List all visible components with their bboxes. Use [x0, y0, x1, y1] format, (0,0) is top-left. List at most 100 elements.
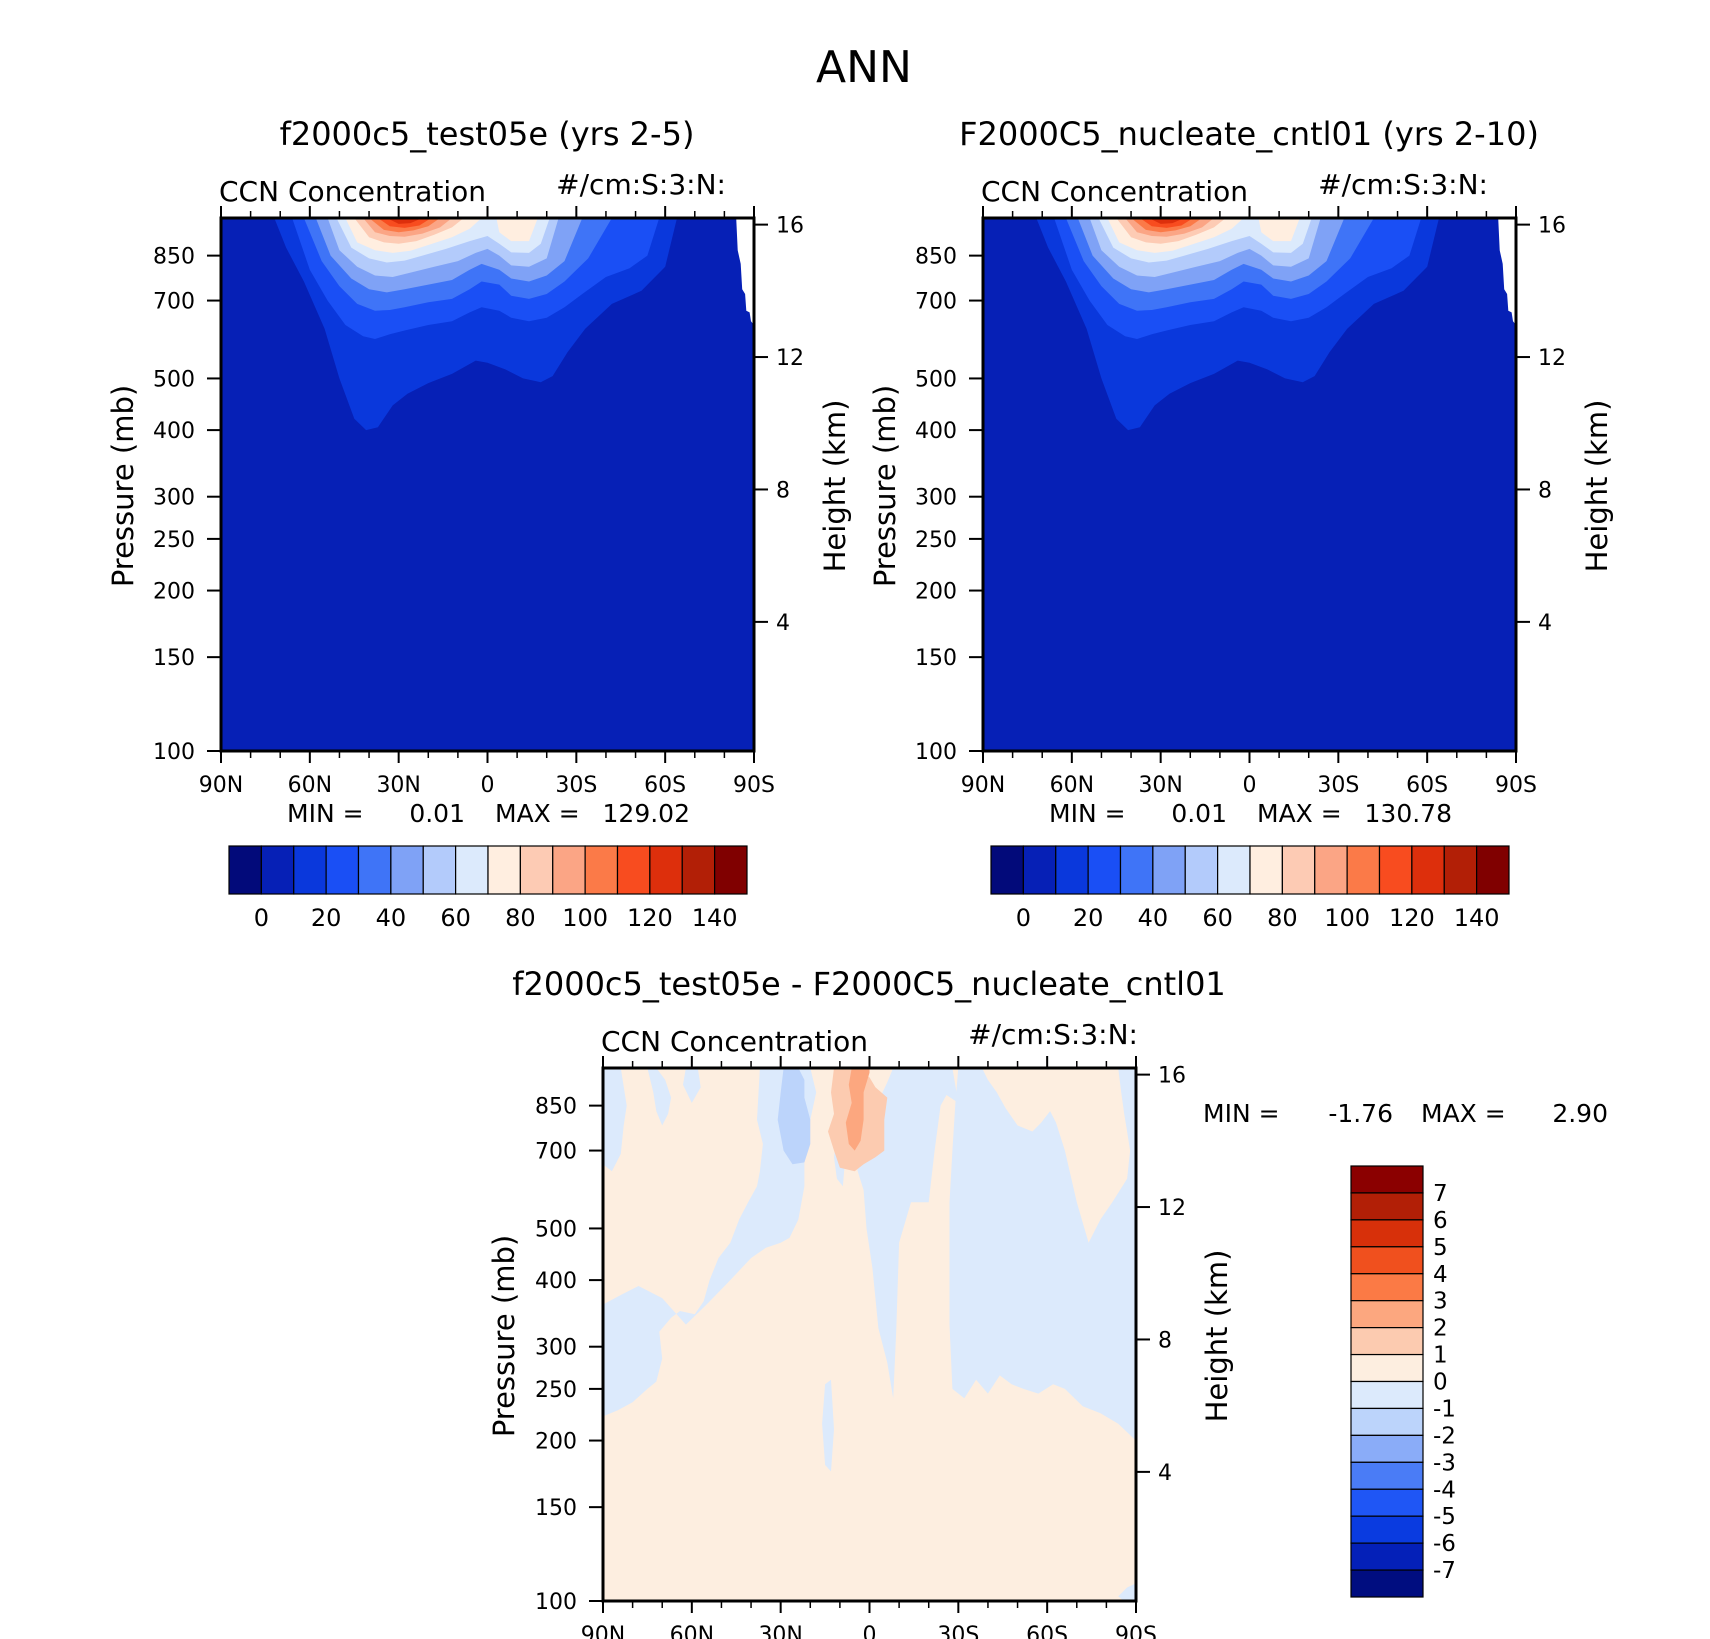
min-value: 0.01	[409, 799, 465, 828]
y-axis-label: Pressure (mb)	[868, 385, 902, 587]
x-tick-label: 30S	[937, 1623, 979, 1639]
colorbar-label: 20	[311, 904, 342, 932]
y-tick-label: 150	[915, 646, 957, 671]
contour-band	[845, 1068, 870, 1151]
contour-band	[949, 1068, 1136, 1441]
x-tick-label: 60S	[1406, 773, 1448, 798]
contour-band	[777, 1068, 811, 1165]
min-label: MIN =	[287, 799, 364, 828]
panel-control-case: F2000C5_nucleate_cntl01 (yrs 2-10) CCN C…	[868, 115, 1614, 932]
colorbar-label: 4	[1433, 1262, 1448, 1288]
colorbar-box	[390, 845, 424, 895]
colorbar-label: 120	[627, 904, 673, 932]
colorbar-label: 0	[1016, 904, 1031, 932]
colorbar-box	[1350, 1300, 1424, 1329]
missing-data	[1498, 218, 1516, 325]
y-tick-label: 200	[153, 580, 195, 605]
panel-title: F2000C5_nucleate_cntl01 (yrs 2-10)	[959, 115, 1539, 153]
max-value: 129.02	[603, 799, 690, 828]
contour-band	[603, 1068, 817, 1417]
y-right-tick-label: 16	[776, 214, 804, 239]
y-right-tick-label: 8	[776, 478, 790, 503]
colorbar-label: 80	[505, 904, 536, 932]
x-tick-label: 60N	[288, 773, 332, 798]
y-axis-right-label: Height (km)	[818, 400, 852, 573]
axes: 100 150 200 250 300 400 500 700 850 16 12 8 4 90N 60N 3…	[535, 1056, 1186, 1639]
contour-band	[603, 1068, 627, 1172]
x-tick-label: 90S	[733, 773, 775, 798]
colorbar-box	[487, 845, 521, 895]
x-tick-label: 0	[1243, 773, 1257, 798]
colorbar-box	[1249, 845, 1283, 895]
plot-area	[221, 218, 754, 751]
y-right-tick-label: 4	[1538, 611, 1552, 636]
x-tick-label: 90N	[961, 773, 1005, 798]
y-tick-label: 300	[915, 486, 957, 511]
colorbar-box	[1411, 845, 1445, 895]
colorbar-label: 1	[1433, 1343, 1448, 1369]
axes: 100 150 200 250 300 400 500 700 850 16 12 8 4 90N 60N 3…	[915, 206, 1566, 798]
x-tick-label: 60N	[1050, 773, 1094, 798]
colorbar-box	[1217, 845, 1251, 895]
x-tick-label: 30S	[555, 773, 597, 798]
colorbar-label: 40	[1138, 904, 1169, 932]
y-tick-label: 150	[153, 646, 195, 671]
y-tick-label: 100	[535, 1590, 577, 1615]
y-tick-label: 250	[915, 528, 957, 553]
y-right-tick-label: 8	[1538, 478, 1552, 503]
colorbar-box	[1350, 1353, 1424, 1383]
colorbar-box	[1022, 845, 1057, 895]
y-right-tick-label: 16	[1538, 214, 1566, 239]
y-tick-label: 500	[535, 1217, 577, 1242]
colorbar-box	[1350, 1219, 1424, 1248]
y-tick-label: 400	[915, 419, 957, 444]
contour-band	[683, 1068, 701, 1103]
colorbar-box	[1476, 845, 1510, 895]
colorbar-label: 140	[692, 904, 738, 932]
x-tick-label: 30N	[1138, 773, 1182, 798]
colorbar-box	[228, 845, 262, 895]
colorbar-box	[584, 845, 619, 895]
x-tick-label: 30N	[376, 773, 420, 798]
y-tick-label: 100	[153, 740, 195, 765]
plot-area	[983, 218, 1516, 751]
x-tick-label: 60N	[670, 1623, 714, 1639]
colorbar-box	[1350, 1380, 1424, 1410]
x-tick-label: 90N	[581, 1623, 625, 1639]
colorbar-box	[1350, 1246, 1424, 1275]
y-right-tick-label: 12	[1538, 346, 1566, 371]
y-tick-label: 700	[153, 290, 195, 315]
colorbar-box	[1350, 1488, 1424, 1517]
max-label: MAX =	[495, 799, 580, 828]
colorbar-label: 5	[1433, 1235, 1448, 1261]
colorbar-box	[1350, 1461, 1424, 1490]
colorbar-label: 100	[1324, 904, 1370, 932]
units-label: #/cm:S:3:N:	[556, 168, 726, 201]
colorbar-label: -5	[1433, 1504, 1456, 1530]
x-tick-label: 0	[481, 773, 495, 798]
colorbar-box	[616, 845, 651, 895]
colorbar-label: 60	[440, 904, 471, 932]
y-axis-label: Pressure (mb)	[487, 1235, 521, 1437]
y-right-tick-label: 4	[776, 611, 790, 636]
colorbar-box	[1314, 845, 1348, 895]
colorbar-label: -7	[1433, 1558, 1456, 1584]
x-tick-label: 30S	[1317, 773, 1359, 798]
colorbar-box	[1152, 845, 1186, 895]
colorbar-label: -2	[1433, 1423, 1456, 1449]
y-tick-label: 100	[915, 740, 957, 765]
y-tick-label: 500	[153, 367, 195, 392]
panel-title: f2000c5_test05e (yrs 2-5)	[280, 115, 695, 153]
min-value: -1.76	[1328, 1099, 1393, 1128]
colorbar-box	[1350, 1327, 1424, 1356]
y-tick-label: 700	[535, 1140, 577, 1165]
colorbar-box	[357, 845, 392, 895]
y-axis-label: Pressure (mb)	[106, 385, 140, 587]
y-tick-label: 850	[915, 245, 957, 270]
colorbar-box	[455, 845, 489, 895]
colorbar-box	[1281, 845, 1316, 895]
colorbar-box	[1055, 845, 1089, 895]
y-tick-label: 400	[535, 1269, 577, 1294]
colorbar-label: -1	[1433, 1396, 1456, 1422]
min-label: MIN =	[1049, 799, 1126, 828]
